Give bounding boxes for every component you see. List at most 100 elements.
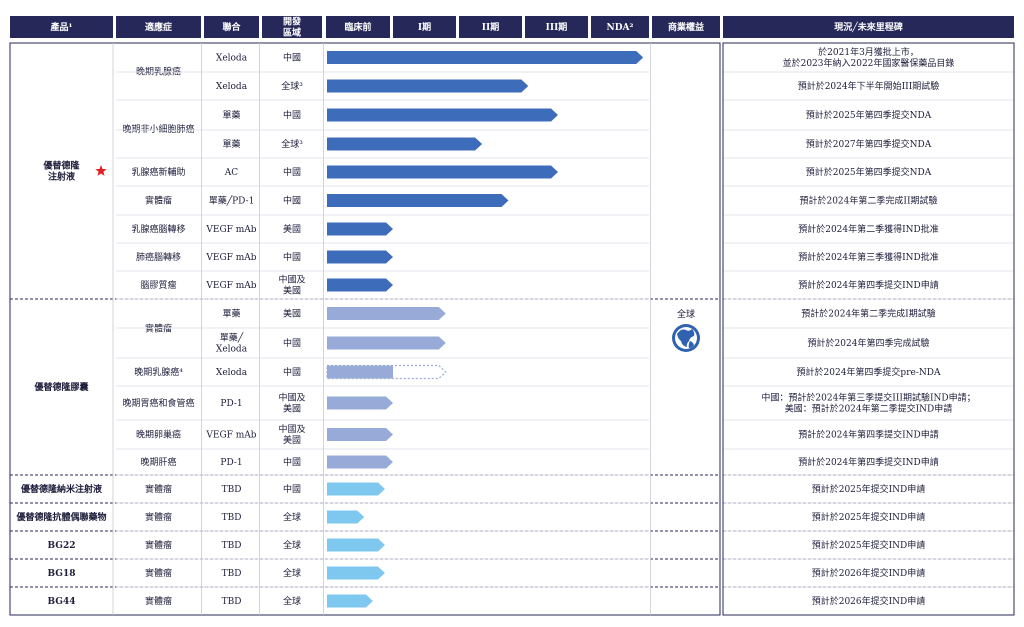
combination: 單藥 (222, 138, 240, 150)
indication: 實體瘤 (145, 511, 172, 523)
header-label: I期 (418, 21, 431, 33)
region: 中國 (283, 166, 301, 178)
product-name: 優替德隆抗體偶聯藥物 (15, 511, 106, 523)
product-name: 優替德隆納米注射液 (20, 483, 103, 495)
globe-icon (672, 324, 700, 352)
pipeline-bar (327, 307, 446, 320)
milestone: 預計於2024年第四季完成試驗 (808, 337, 930, 349)
indication: 晚期乳腺癌⁴ (134, 366, 183, 378)
indication: 腦膠質瘤 (140, 279, 176, 291)
indication: 肺癌腦轉移 (136, 251, 181, 263)
header-label: II期 (482, 21, 499, 33)
region: 中國及美國 (278, 392, 305, 415)
region: 全球³ (281, 80, 303, 92)
milestone: 預計於2025年提交IND申請 (812, 539, 926, 551)
milestone: 預計於2024年第四季提交pre-NDA (797, 366, 941, 378)
pipeline-bar (327, 455, 393, 469)
pipeline-bar (327, 137, 483, 151)
pipeline-bar (327, 594, 373, 608)
region: 美國 (283, 223, 301, 235)
header-label: NDA² (607, 23, 634, 33)
milestone: 預計於2026年提交IND申請 (812, 595, 926, 607)
pipeline-bar (327, 538, 385, 552)
region: 美國 (283, 308, 301, 320)
region: 中國 (283, 52, 301, 64)
combination: TBD (222, 513, 242, 523)
indication: 實體瘤 (145, 323, 172, 335)
header-cell (591, 16, 649, 38)
milestone: 預計於2024年第二季完成I期試驗 (801, 308, 935, 320)
region: 中國 (283, 366, 301, 378)
milestone: 預計於2025年第四季提交NDA (806, 109, 932, 121)
region: 中國及美國 (278, 274, 305, 297)
header-label: 適應症 (145, 21, 172, 33)
combination: 單藥 (222, 308, 240, 320)
combination: VEGF mAb (205, 225, 256, 235)
indication: 實體瘤 (145, 539, 172, 551)
header-cell (326, 16, 390, 38)
indication: 實體瘤 (145, 567, 172, 579)
combination: VEGF mAb (205, 431, 256, 441)
region: 中國 (283, 109, 301, 121)
header-label: III期 (546, 21, 568, 33)
milestone: 預計於2024年第二季完成II期試驗 (799, 195, 937, 207)
pipeline-bar (327, 108, 558, 122)
header-cell (116, 16, 201, 38)
combination: PD-1 (220, 458, 242, 468)
pipeline-bar (327, 194, 509, 207)
region: 中國 (283, 456, 301, 468)
milestone: 預計於2024年第二季獲得IND批准 (798, 223, 939, 235)
indication: 實體瘤 (145, 195, 172, 207)
combination: VEGF mAb (205, 253, 256, 263)
header-cell (262, 16, 322, 38)
milestone: 預計於2024年下半年開始III期試驗 (798, 80, 940, 92)
combination: TBD (222, 597, 242, 607)
indication: 乳腺癌腦轉移 (131, 223, 185, 235)
milestone: 預計於2027年第四季提交NDA (806, 138, 932, 150)
combination: PD-1 (220, 399, 242, 409)
pipeline-bar (327, 51, 644, 64)
header-label: 產品¹ (50, 21, 73, 33)
combination: TBD (222, 541, 242, 551)
pipeline-bar (327, 396, 393, 410)
combination: Xeloda (216, 82, 248, 92)
milestone: 於2021年3月獲批上市，並於2023年納入2022年國家醫保藥品目錄 (783, 46, 955, 69)
header-label: 商業權益 (668, 21, 704, 33)
milestone: 中國：預計於2024年第三季提交III期試驗IND申請；美國：預計於2024年第… (761, 392, 975, 415)
product-name: BG44 (48, 597, 76, 607)
combination: Xeloda (216, 54, 248, 64)
header-label: 臨床前 (344, 21, 371, 33)
pipeline-bar (327, 165, 558, 179)
region: 全球³ (281, 138, 303, 150)
header-cell (459, 16, 522, 38)
combination: TBD (222, 569, 242, 579)
milestone: 預計於2024年第四季提交IND申請 (798, 279, 939, 291)
pipeline-bar (327, 222, 393, 236)
indication: 實體瘤 (145, 483, 172, 495)
pipeline-bar (327, 365, 393, 379)
header-cell (652, 16, 720, 38)
combination: VEGF mAb (205, 281, 256, 291)
milestone: 預計於2024年第四季提交IND申請 (798, 456, 939, 468)
header-cell (393, 16, 456, 38)
combination: AC (224, 168, 238, 178)
combination: Xeloda (216, 368, 248, 378)
combination: 單藥╱ Xeloda (216, 332, 248, 355)
pipeline-bar (327, 566, 385, 580)
milestone: 預計於2024年第四季提交IND申請 (798, 429, 939, 441)
milestone-frame (722, 42, 1015, 616)
region: 中國 (283, 483, 301, 495)
table-frame (9, 42, 721, 616)
indication: 乳腺癌新輔助 (131, 166, 185, 178)
region: 全球 (283, 567, 301, 579)
header-cell (723, 16, 1014, 38)
pipeline-bar (327, 278, 393, 292)
header-cell (525, 16, 588, 38)
product-name: BG18 (48, 569, 76, 579)
commercial-rights-label: 全球 (677, 308, 695, 320)
header-cell (204, 16, 259, 38)
indication: 晚期胃癌和食管癌 (122, 397, 194, 409)
header-label: 現況╱未來里程碑 (834, 21, 902, 33)
indication: 實體瘤 (145, 595, 172, 607)
